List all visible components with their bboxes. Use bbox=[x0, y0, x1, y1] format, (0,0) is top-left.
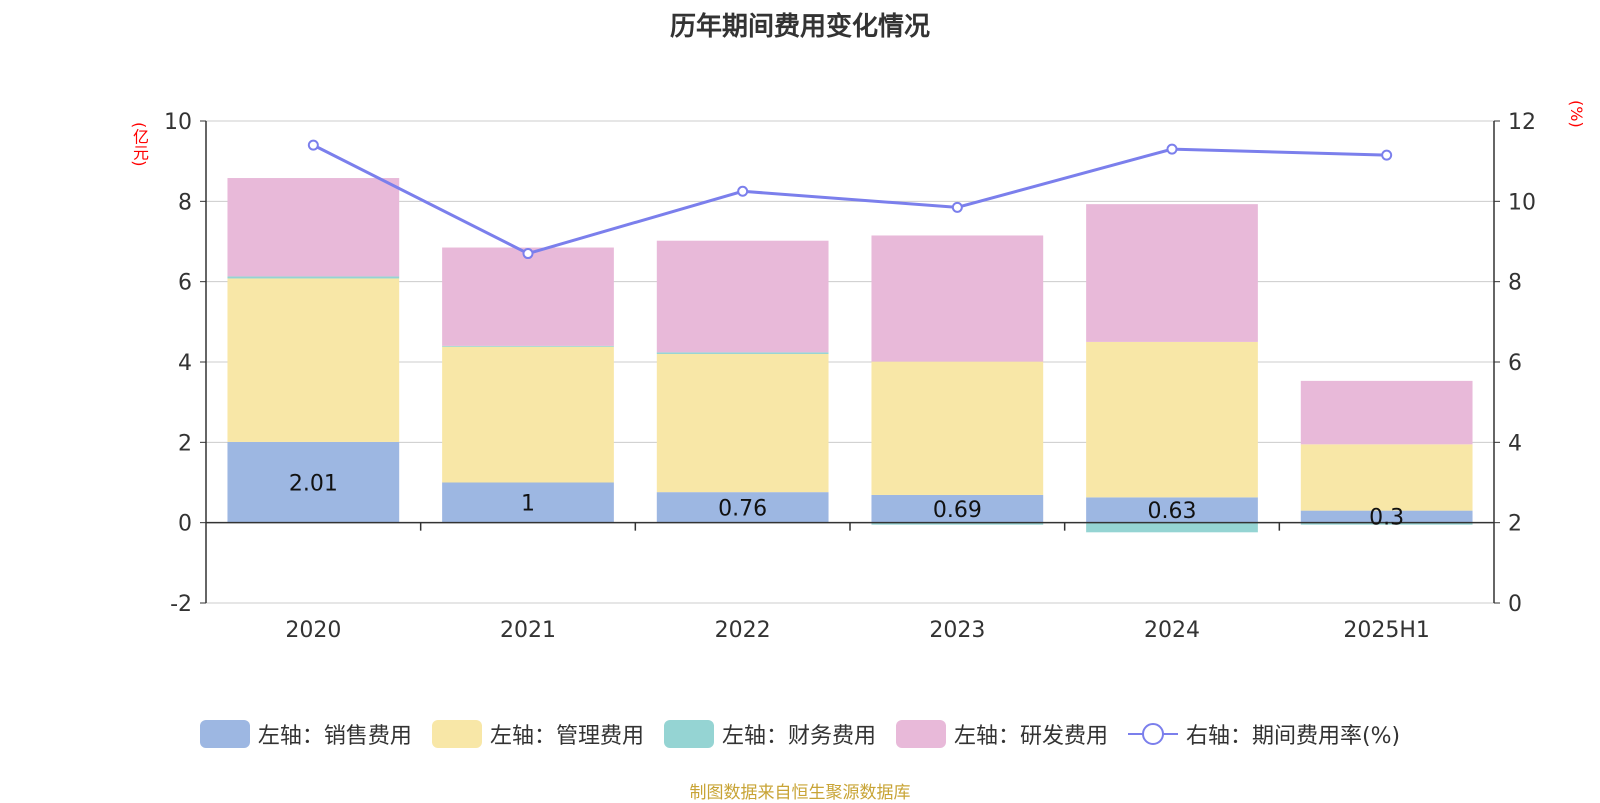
legend-label-rnd: 左轴：研发费用 bbox=[953, 724, 1108, 749]
bar-segment bbox=[1300, 522, 1473, 525]
right-axis-tick-label: 6 bbox=[1508, 351, 1522, 376]
left-axis-tick-label: 0 bbox=[178, 512, 192, 537]
bar-segment bbox=[227, 178, 400, 277]
bar-segment bbox=[656, 352, 829, 354]
right-axis-tick-label: 4 bbox=[1508, 431, 1522, 456]
bar-data-label: 0.69 bbox=[933, 498, 982, 523]
right-axis-tick-label: 0 bbox=[1508, 592, 1522, 617]
x-axis-tick-label: 2025H1 bbox=[1343, 618, 1430, 643]
expense-rate-line bbox=[312, 143, 1387, 256]
left-axis-tick-label: 2 bbox=[178, 431, 192, 456]
x-axis-tick-label: 2020 bbox=[285, 618, 341, 643]
legend-swatch-finance bbox=[663, 720, 714, 748]
left-axis-tick-label: 10 bbox=[164, 110, 192, 135]
legend-label-admin: 左轴：管理费用 bbox=[489, 724, 644, 749]
bar-segment bbox=[1300, 380, 1473, 445]
bar-segment bbox=[227, 276, 400, 279]
bar-segment bbox=[1300, 444, 1473, 511]
bar-data-label: 0.3 bbox=[1369, 506, 1404, 531]
bar-segment bbox=[656, 492, 829, 523]
expense-rate-point bbox=[307, 139, 319, 151]
right-axis-tick-label: 8 bbox=[1508, 271, 1522, 296]
bar-data-label: 2.01 bbox=[289, 471, 338, 496]
bar-segment bbox=[227, 278, 400, 442]
legend: 左轴：销售费用 左轴：管理费用 左轴：财务费用 左轴：研发费用 右轴：期间费用率… bbox=[0, 718, 1600, 750]
legend-item-admin[interactable]: 左轴：管理费用 bbox=[431, 718, 644, 750]
bar-segment bbox=[871, 235, 1044, 362]
right-axis-tick-label: 2 bbox=[1508, 512, 1522, 537]
bar-segment bbox=[1086, 522, 1258, 533]
legend-item-expense-rate[interactable]: 右轴：期间费用率(%) bbox=[1127, 718, 1401, 750]
expense-rate-point bbox=[1381, 149, 1393, 161]
bar-segment bbox=[1086, 497, 1258, 523]
legend-swatch-sales bbox=[199, 720, 250, 748]
bar-segment bbox=[871, 522, 1044, 525]
bar-segment bbox=[1300, 510, 1473, 523]
bar-segment bbox=[442, 345, 614, 347]
x-axis-tick-label: 2023 bbox=[929, 618, 985, 643]
left-axis-tick-label: -2 bbox=[170, 592, 192, 617]
bar-segment bbox=[442, 482, 614, 523]
left-axis-tick-label: 6 bbox=[178, 271, 192, 296]
bar-segment bbox=[1086, 341, 1258, 498]
chart-title: 历年期间费用变化情况 bbox=[669, 12, 930, 42]
legend-item-finance[interactable]: 左轴：财务费用 bbox=[663, 718, 876, 750]
legend-label-sales: 左轴：销售费用 bbox=[257, 724, 412, 749]
left-axis-unit: (亿元) bbox=[130, 122, 149, 167]
legend-item-sales[interactable]: 左轴：销售费用 bbox=[199, 718, 412, 750]
legend-item-rnd[interactable]: 左轴：研发费用 bbox=[895, 718, 1108, 750]
bar-data-label: 1 bbox=[521, 492, 535, 517]
x-axis-tick-label: 2022 bbox=[715, 618, 771, 643]
expense-rate-point bbox=[737, 185, 749, 197]
left-axis-tick-label: 8 bbox=[178, 190, 192, 215]
expense-rate-point bbox=[1166, 143, 1178, 155]
legend-label-finance: 左轴：财务费用 bbox=[721, 724, 876, 749]
bar-data-label: 0.76 bbox=[718, 496, 767, 521]
bar-segment bbox=[871, 494, 1044, 523]
bar-segment bbox=[1086, 204, 1258, 342]
right-axis-unit: (%) bbox=[1567, 100, 1586, 128]
right-axis-tick-label: 12 bbox=[1508, 110, 1536, 135]
expense-rate-point bbox=[522, 248, 534, 260]
legend-label-expense-rate: 右轴：期间费用率(%) bbox=[1185, 724, 1401, 749]
bar-segment bbox=[656, 240, 829, 353]
bar-data-label: 0.63 bbox=[1148, 499, 1197, 524]
bar-segment bbox=[442, 247, 614, 346]
source-note: 制图数据来自恒生聚源数据库 bbox=[689, 783, 911, 803]
bar-segment bbox=[227, 441, 400, 523]
bar-segment bbox=[442, 346, 614, 483]
legend-swatch-admin bbox=[431, 720, 482, 748]
legend-line-marker-icon bbox=[1127, 720, 1178, 748]
right-axis-tick-label: 10 bbox=[1508, 190, 1536, 215]
x-axis-tick-label: 2021 bbox=[500, 618, 556, 643]
x-axis-tick-label: 2024 bbox=[1144, 618, 1200, 643]
bar-segment bbox=[871, 361, 1044, 495]
legend-swatch-rnd bbox=[895, 720, 946, 748]
bar-segment bbox=[656, 353, 829, 493]
expense-rate-point bbox=[951, 201, 963, 213]
left-axis-tick-label: 4 bbox=[178, 351, 192, 376]
